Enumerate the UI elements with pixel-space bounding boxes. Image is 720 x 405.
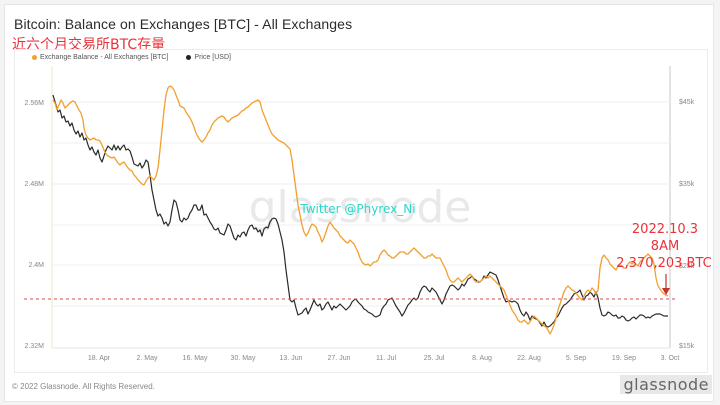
svg-text:22. Aug: 22. Aug [517,355,541,362]
right-axis-ticks: $45k $35k $25k $15k [679,99,695,350]
glassnode-watermark: glassnode [249,182,472,233]
grid-lines [52,101,670,307]
legend-label: Exchange Balance - All Exchanges [BTC] [40,54,169,61]
svg-text:2. May: 2. May [136,355,158,362]
exchange-balance-line [52,85,669,335]
y-tick: $15k [679,343,695,350]
chart-title: Bitcoin: Balance on Exchanges [BTC] - Al… [14,16,353,32]
svg-text:2022.10.3: 2022.10.3 [632,222,698,237]
left-axis-ticks: 2.56M 2.48M 2.4M 2.32M [25,100,45,350]
legend-item-price[interactable]: Price [USD] [186,54,231,61]
y-tick: 2.48M [25,181,45,188]
annotation-arrow-icon [662,274,670,295]
y-tick: $45k [679,99,695,106]
svg-text:25. Jul: 25. Jul [424,355,445,362]
chart-area [14,49,708,373]
svg-text:5. Sep: 5. Sep [566,355,586,362]
svg-text:27. Jun: 27. Jun [328,355,351,362]
legend-dot-icon [186,55,192,60]
x-axis-ticks: 18. Apr 2. May 16. May 30. May 13. Jun 2… [88,355,679,362]
glassnode-logo[interactable]: glassnode [620,375,712,394]
balance-annotation: 2022.10.3 8AM 2,370,203 BTC [616,222,711,271]
svg-text:8AM: 8AM [651,239,679,254]
y-tick: 2.56M [25,100,45,107]
svg-text:3. Oct: 3. Oct [661,355,680,362]
y-tick: 2.32M [25,343,45,350]
svg-text:30. May: 30. May [231,355,256,362]
y-tick: $25k [679,263,695,270]
y-tick: $35k [679,181,695,188]
svg-text:18. Apr: 18. Apr [88,355,111,362]
svg-text:2,370,203 BTC: 2,370,203 BTC [616,256,711,271]
price-line [52,94,668,328]
legend-item-exchange-balance[interactable]: Exchange Balance - All Exchanges [BTC] [32,54,168,61]
svg-text:16. May: 16. May [183,355,208,362]
svg-text:19. Sep: 19. Sep [612,355,636,362]
legend-dot-icon [32,55,37,60]
chart-legend: Exchange Balance - All Exchanges [BTC] P… [32,54,231,61]
twitter-tag: Twitter @Phyrex_Ni [299,202,415,216]
y-tick: 2.4M [28,262,44,269]
svg-text:8. Aug: 8. Aug [472,355,492,362]
legend-label: Price [USD] [194,54,231,61]
copyright-footer: © 2022 Glassnode. All Rights Reserved. [12,382,155,391]
svg-text:13. Jun: 13. Jun [280,355,303,362]
svg-text:11. Jul: 11. Jul [376,355,397,362]
